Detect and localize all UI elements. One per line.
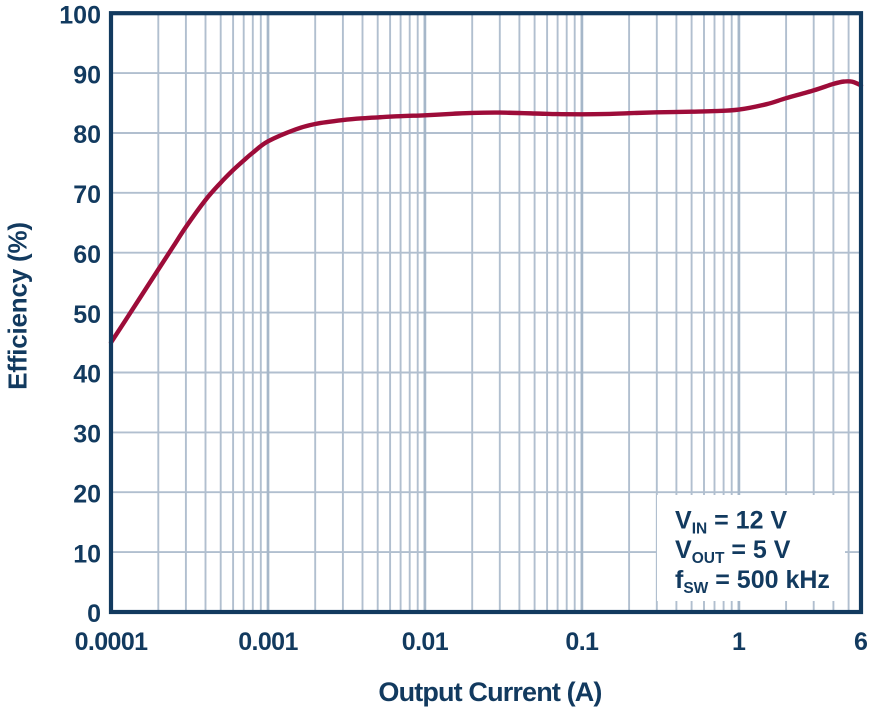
svg-text:6: 6 — [854, 628, 868, 656]
svg-text:0.01: 0.01 — [402, 628, 449, 656]
svg-text:0.001: 0.001 — [238, 628, 298, 656]
svg-text:60: 60 — [73, 241, 101, 269]
svg-text:Output Current (A): Output Current (A) — [378, 677, 601, 707]
svg-text:10: 10 — [73, 540, 101, 568]
svg-text:0: 0 — [87, 600, 101, 628]
svg-text:100: 100 — [59, 1, 101, 29]
svg-text:0.0001: 0.0001 — [75, 628, 149, 656]
svg-text:20: 20 — [73, 480, 101, 508]
svg-text:80: 80 — [73, 121, 101, 149]
svg-text:Efficiency (%): Efficiency (%) — [3, 222, 33, 390]
svg-text:0.1: 0.1 — [565, 628, 599, 656]
svg-text:50: 50 — [73, 301, 101, 329]
svg-text:40: 40 — [73, 361, 101, 389]
svg-text:30: 30 — [73, 421, 101, 449]
svg-text:1: 1 — [732, 628, 746, 656]
svg-text:90: 90 — [73, 61, 101, 89]
svg-text:70: 70 — [73, 181, 101, 209]
